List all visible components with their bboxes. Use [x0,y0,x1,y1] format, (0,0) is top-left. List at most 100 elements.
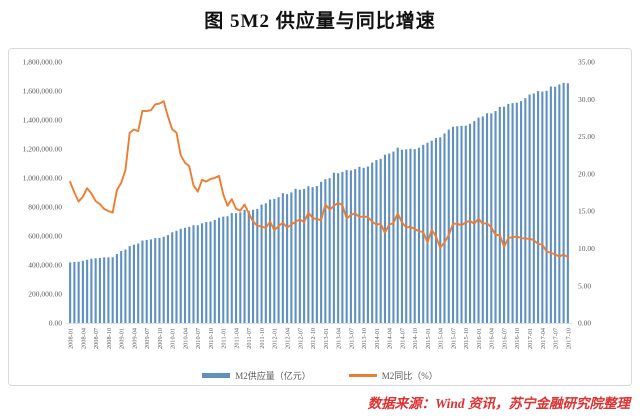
svg-text:5.00: 5.00 [578,281,591,290]
bar [175,230,178,323]
bar [256,208,259,323]
bar [73,261,76,323]
svg-text:2012-10: 2012-10 [310,328,317,349]
bar [243,209,246,323]
bar [213,220,216,323]
bar [77,261,80,323]
bar [69,262,72,323]
bar [392,151,395,323]
bar [222,216,225,323]
svg-text:2016-10: 2016-10 [514,328,521,349]
bar [230,213,233,323]
svg-text:2014-01: 2014-01 [374,328,381,349]
right-axis-labels: 35.00 30.00 25.00 20.00 15.00 10.00 5.00 0.00 [578,58,595,328]
bar [473,121,476,324]
svg-text:2011-01: 2011-01 [221,328,228,349]
bar [468,123,472,324]
bar [298,189,301,323]
line-series-swatch-icon [348,374,377,377]
svg-text:2008-10: 2008-10 [106,328,113,349]
svg-text:1,600,000.00: 1,600,000.00 [23,87,63,96]
svg-text:2012-04: 2012-04 [284,327,291,349]
bar [528,94,531,323]
bar [400,149,404,323]
bar [545,90,548,323]
bar [396,147,399,323]
svg-text:2011-04: 2011-04 [233,327,240,349]
bar [294,188,297,324]
bar [149,239,153,323]
bar [354,169,357,323]
svg-text:2010-10: 2010-10 [208,328,215,349]
bar [252,209,255,323]
svg-text:2017-10: 2017-10 [565,328,572,349]
bar [358,166,361,323]
bar [120,251,123,323]
svg-text:2009-10: 2009-10 [157,328,164,349]
bar [154,238,157,323]
bar [532,93,535,323]
bar [417,147,421,323]
bar [388,153,391,323]
bar [341,171,344,323]
svg-text:2008-01: 2008-01 [68,328,75,349]
bar [366,166,369,323]
bar [426,142,429,323]
bar [183,227,187,323]
bar [188,226,191,323]
bar [200,223,204,323]
bar [217,217,221,323]
bar [515,102,518,323]
svg-text:2011-10: 2011-10 [259,328,266,349]
svg-text:2013-07: 2013-07 [348,328,355,349]
x-axis-labels: 2008-01 2008-04 2008-07 2008-10 2009-01 2009-… [68,327,573,349]
bar [192,225,195,323]
bar [98,257,101,323]
bar [111,257,114,323]
legend: M2供应量（亿元） M2同比（%） [9,369,631,382]
svg-text:2010-04: 2010-04 [182,327,189,349]
bar [115,254,118,323]
bar [179,228,182,323]
svg-text:10.00: 10.00 [578,244,595,253]
svg-text:2014-10: 2014-10 [412,328,419,349]
bar [405,149,408,323]
bar [434,138,438,323]
bar [554,86,557,323]
bar [562,82,565,323]
svg-text:2010-07: 2010-07 [195,328,202,349]
svg-text:2011-07: 2011-07 [246,328,253,349]
svg-text:1,800,000.00: 1,800,000.00 [23,58,63,67]
bar [477,117,480,323]
bar [481,116,484,324]
bar [124,249,127,323]
bar [290,192,293,323]
svg-text:2013-01: 2013-01 [323,328,330,349]
bar [132,244,135,323]
left-axis-labels: 1,800,000.00 1,600,000.00 1,400,000.00 1,20… [23,58,63,328]
bar [234,213,238,323]
chart-area: 1,800,000.00 1,600,000.00 1,400,000.00 1,20… [8,48,632,386]
bar [128,246,131,323]
bar [511,103,514,323]
bar [269,199,272,323]
bar [94,258,97,323]
svg-text:2015-10: 2015-10 [463,328,470,349]
bar [485,113,489,323]
svg-text:2016-07: 2016-07 [501,328,508,349]
svg-text:25.00: 25.00 [578,132,595,141]
svg-text:2009-04: 2009-04 [131,327,138,349]
bar [371,162,374,323]
bar [379,158,382,323]
bar [320,181,323,323]
svg-text:30.00: 30.00 [578,95,595,104]
bar [158,237,161,323]
bar [443,133,446,323]
legend-label-m2-supply: M2供应量（亿元） [235,371,311,381]
bar [537,91,540,323]
bar [566,83,569,323]
legend-item-m2-yoy: M2同比（%） [348,369,438,382]
bar [383,154,386,323]
svg-text:1,400,000.00: 1,400,000.00 [23,116,63,125]
bar [520,101,523,323]
